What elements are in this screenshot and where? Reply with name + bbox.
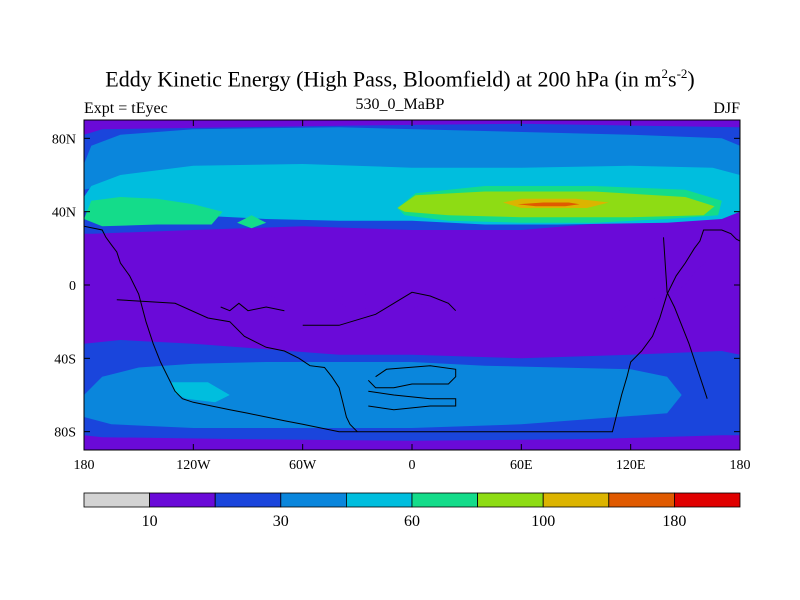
title-unit-close: ) — [687, 66, 695, 92]
colorbar-box-2 — [214, 492, 282, 508]
contour-region-15 — [331, 290, 442, 311]
contour-region-11 — [171, 382, 230, 403]
chart-title: Eddy Kinetic Energy (High Pass, Bloomfie… — [0, 66, 800, 92]
coastline — [84, 225, 740, 433]
coastline-segment-3 — [367, 365, 457, 389]
contour-region-3 — [84, 197, 223, 227]
coastline-segment-0 — [84, 225, 740, 433]
coastline-segment-4 — [368, 390, 457, 411]
x-tick-label-4: 60E — [510, 458, 533, 473]
experiment-label: Expt = tEyec — [84, 100, 168, 117]
y-tick-label-0: 80N — [52, 132, 76, 147]
y-tick-label-2: 0 — [69, 279, 76, 294]
colorbar-box-9 — [674, 492, 741, 508]
colorbar-label-3: 100 — [531, 513, 555, 530]
x-tick-label-1: 120W — [176, 458, 211, 473]
colorbar-box-5 — [411, 492, 478, 508]
title-text: Eddy Kinetic Energy (High Pass, Bloomfie… — [105, 66, 662, 92]
colorbar-box-4 — [345, 492, 413, 508]
title-unit-s: s — [668, 66, 677, 92]
title-unit-exp2: -2 — [676, 66, 688, 81]
contour-region-12 — [87, 288, 289, 322]
colorbar-box-8 — [608, 492, 675, 508]
colorbar-box-3 — [280, 492, 347, 508]
contour-region-8 — [517, 202, 580, 207]
x-tick-label-2: 60W — [289, 458, 317, 473]
x-tick-label-3: 0 — [409, 458, 416, 473]
coastline-segment-5 — [663, 237, 708, 399]
colorbar-box-1 — [149, 492, 216, 508]
coastline-segment-2 — [302, 291, 457, 326]
contour-region-13 — [84, 259, 88, 269]
colorbar-label-1: 30 — [273, 513, 289, 530]
y-tick-label-1: 40N — [52, 206, 76, 221]
colorbar: 10 30 60 100 180 — [83, 492, 741, 530]
contour-fills — [84, 120, 740, 450]
contour-region-14 — [193, 308, 208, 313]
title-unit-exp1: 2 — [661, 66, 669, 81]
run-label: 530_0_MaBP — [355, 96, 445, 113]
colorbar-label-0: 10 — [142, 513, 158, 530]
x-tick-label-5: 120E — [616, 458, 646, 473]
contour-region-10 — [84, 362, 682, 428]
season-label: DJF — [713, 100, 740, 117]
colorbar-label-4: 180 — [662, 513, 686, 530]
colorbar-box-0 — [83, 492, 150, 508]
colorbar-box-7 — [542, 492, 610, 508]
contour-region-16 — [608, 261, 740, 329]
y-tick-label-4: 80S — [54, 426, 76, 441]
x-tick-label-0: 180 — [74, 458, 95, 473]
colorbar-box-6 — [477, 492, 544, 508]
coastline-segment-1 — [116, 299, 358, 433]
contour-region-4 — [237, 215, 267, 229]
y-tick-label-3: 40S — [54, 352, 76, 367]
x-tick-label-6: 180 — [730, 458, 751, 473]
colorbar-label-2: 60 — [404, 513, 420, 530]
axes: 180 120W 60W 0 60E 120E 180 80N 40N 0 40S 80S — [52, 120, 751, 473]
coastline-segment-6 — [220, 302, 285, 312]
